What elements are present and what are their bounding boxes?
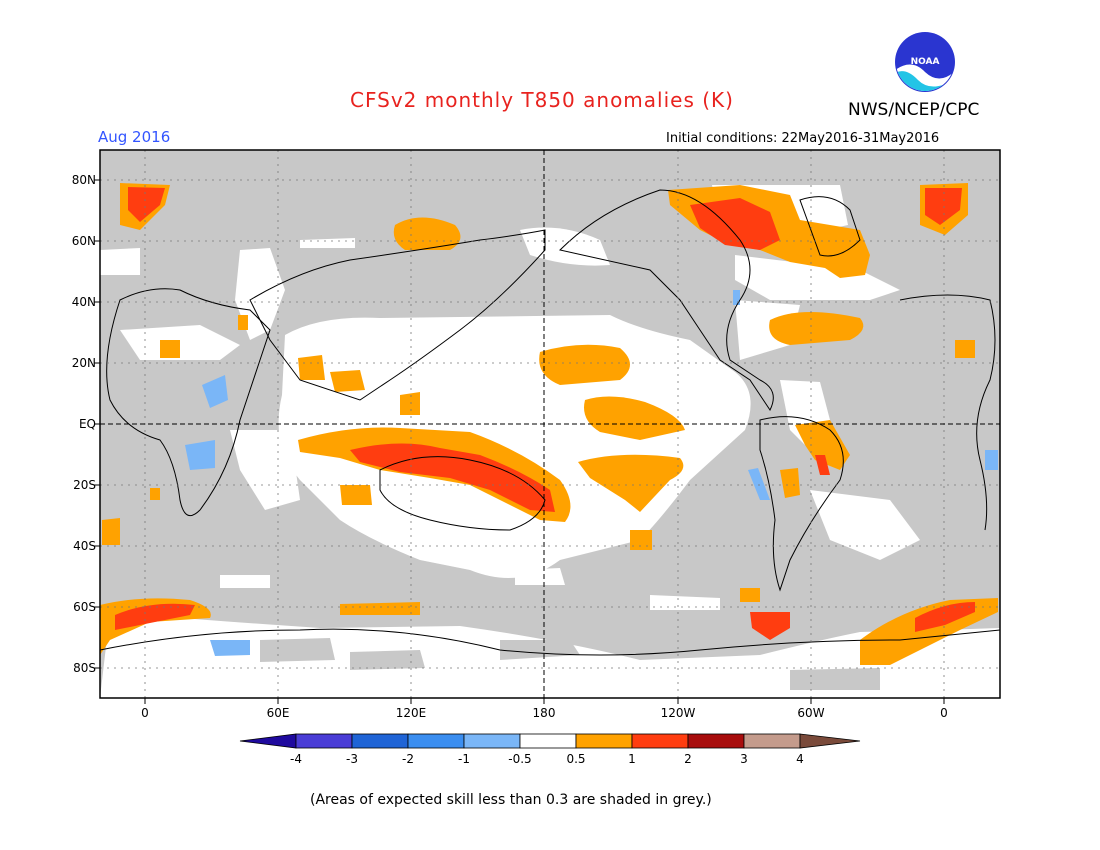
organization-label: NWS/NCEP/CPC <box>848 100 980 120</box>
lat-label: EQ <box>78 417 96 431</box>
lon-label: 180 <box>532 706 556 720</box>
lat-label: 40N <box>71 295 96 309</box>
lat-label: 60N <box>71 234 96 248</box>
lon-label: 120W <box>660 706 696 720</box>
coastlines <box>100 189 1000 656</box>
colorbar-label: -4 <box>290 752 302 766</box>
colorbar-label: -0.5 <box>508 752 532 766</box>
antarctic-grey <box>260 620 880 690</box>
lon-label: 60E <box>266 706 290 720</box>
lon-label: 0 <box>141 706 149 720</box>
colorbar-label: 4 <box>796 752 804 766</box>
colorbar-label: 2 <box>684 752 692 766</box>
cool-anomaly-0.5-1 <box>185 290 998 656</box>
lat-label: 80N <box>71 173 96 187</box>
lat-label: 60S <box>73 600 96 614</box>
lat-label: 20S <box>73 478 96 492</box>
lat-label: 20N <box>71 356 96 370</box>
initial-conditions: Initial conditions: 22May2016-31May2016 <box>666 131 940 146</box>
footnote: (Areas of expected skill less than 0.3 a… <box>310 792 712 808</box>
warm-anomaly-1-2 <box>115 187 975 640</box>
colorbar-label: 3 <box>740 752 748 766</box>
colorbar-label: -3 <box>346 752 358 766</box>
lon-label: 120E <box>395 706 427 720</box>
lat-label: 40S <box>73 539 96 553</box>
colorbar-label: 0.5 <box>566 752 586 766</box>
lat-label: 80S <box>73 661 96 675</box>
colorbar-label: -1 <box>458 752 470 766</box>
colorbar-label: -2 <box>402 752 414 766</box>
axis-ticks <box>94 179 945 704</box>
lon-label: 60W <box>797 706 825 720</box>
colorbar-label: 1 <box>628 752 636 766</box>
map-title: CFSv2 monthly T850 anomalies (K) <box>350 88 734 112</box>
lon-label: 0 <box>940 706 948 720</box>
forecast-month: Aug 2016 <box>98 128 171 146</box>
equator-dateline <box>100 150 1000 698</box>
